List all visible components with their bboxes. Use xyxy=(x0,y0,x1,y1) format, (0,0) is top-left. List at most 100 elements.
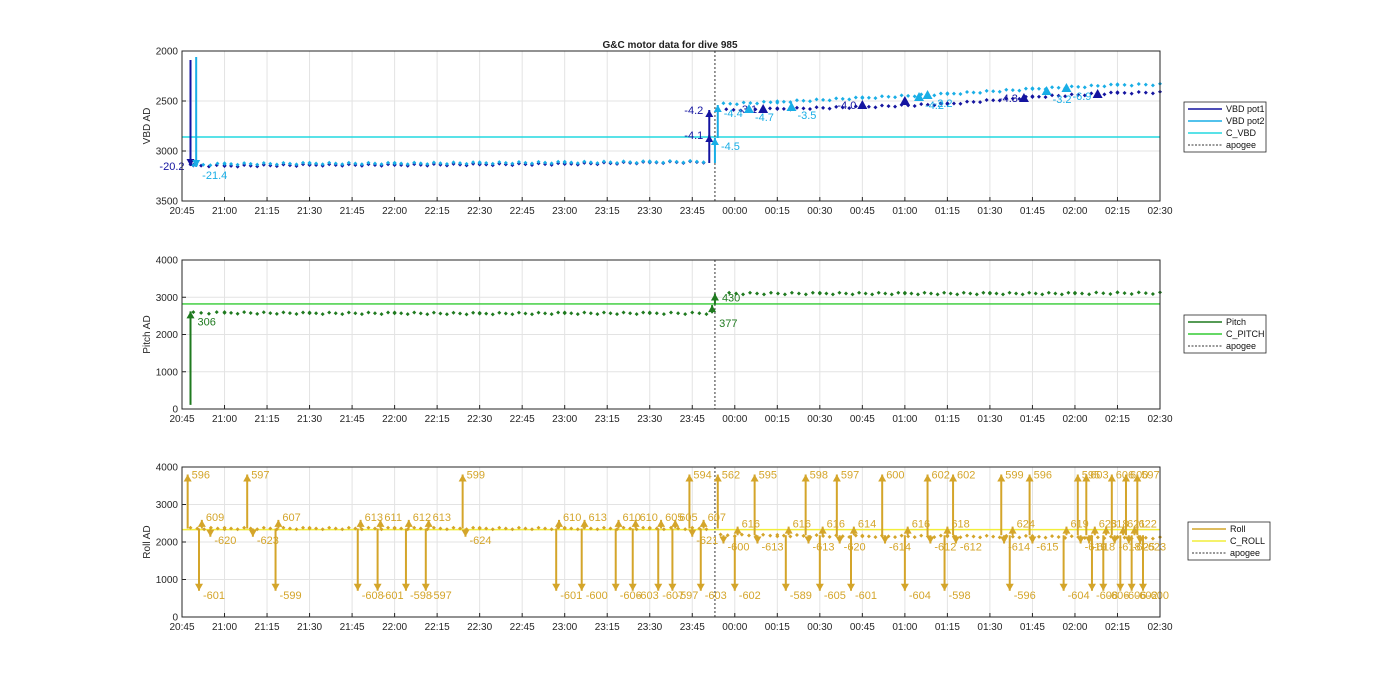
data-point xyxy=(471,310,476,315)
roll-arrow-head xyxy=(195,583,204,591)
x-tick-label: 22:00 xyxy=(382,414,407,425)
data-point xyxy=(683,527,688,532)
data-point xyxy=(821,97,826,102)
data-point xyxy=(327,525,332,530)
data-point xyxy=(1030,94,1035,99)
data-point xyxy=(863,291,868,296)
data-point xyxy=(379,312,384,317)
data-point xyxy=(340,312,345,317)
data-point xyxy=(621,310,626,315)
x-tick-label: 20:45 xyxy=(169,622,194,633)
data-point xyxy=(634,160,639,165)
data-point xyxy=(523,526,528,531)
data-point xyxy=(830,292,835,297)
x-tick-label: 02:15 xyxy=(1105,414,1130,425)
data-point xyxy=(287,526,292,531)
data-point xyxy=(242,161,247,166)
data-point xyxy=(444,161,449,166)
roll-arrow-head xyxy=(356,519,365,527)
data-point xyxy=(827,98,832,103)
triangle-marker xyxy=(1061,83,1072,92)
data-point xyxy=(595,161,600,166)
data-point xyxy=(556,159,561,164)
data-point xyxy=(458,526,463,531)
roll-arrow-head xyxy=(804,536,813,544)
data-point xyxy=(683,312,688,317)
roll-label: 599 xyxy=(467,470,485,482)
x-tick-label: 00:45 xyxy=(850,414,875,425)
data-point xyxy=(1046,290,1051,295)
roll-arrow-head xyxy=(668,583,677,591)
triangle-marker xyxy=(1041,86,1052,95)
data-point xyxy=(340,162,345,167)
data-point xyxy=(893,95,898,100)
roll-label: -623 xyxy=(257,535,279,547)
legend-entry: apogee xyxy=(1230,548,1260,558)
roll-label: -606 xyxy=(1107,590,1129,602)
data-point xyxy=(997,98,1002,103)
data-point xyxy=(615,312,620,317)
roll-label: 624 xyxy=(1017,519,1035,531)
data-point xyxy=(1143,291,1148,296)
x-tick-label: 01:00 xyxy=(892,414,917,425)
data-point xyxy=(503,311,508,316)
data-point xyxy=(843,291,848,296)
data-point xyxy=(886,104,891,109)
data-point xyxy=(503,526,508,531)
roll-arrow-head xyxy=(376,519,385,527)
data-point xyxy=(294,162,299,167)
x-tick-label: 21:00 xyxy=(212,414,237,425)
x-tick-label: 22:15 xyxy=(425,622,450,633)
data-point xyxy=(817,290,822,295)
data-point xyxy=(215,161,220,166)
data-point xyxy=(945,91,950,96)
data-point xyxy=(392,525,397,530)
data-point xyxy=(775,106,780,111)
data-point xyxy=(932,103,937,108)
data-point xyxy=(997,535,1002,540)
arrow-head xyxy=(705,110,714,117)
data-point xyxy=(261,160,266,165)
x-tick-label: 01:45 xyxy=(1020,414,1045,425)
data-point xyxy=(477,310,482,315)
roll-label: 610 xyxy=(623,512,641,524)
data-point xyxy=(932,93,937,98)
data-point xyxy=(621,159,626,164)
data-point xyxy=(768,290,773,295)
data-point xyxy=(431,160,436,165)
roll-arrow-head xyxy=(1025,474,1034,482)
data-point xyxy=(840,96,845,101)
roll-label: 605 xyxy=(665,512,683,524)
data-point xyxy=(438,526,443,531)
data-point xyxy=(938,101,943,106)
data-label: -2.2 xyxy=(934,98,953,110)
x-tick-label: 01:30 xyxy=(977,206,1002,217)
roll-label: 602 xyxy=(957,470,975,482)
data-point xyxy=(1108,82,1113,87)
data-point xyxy=(827,106,832,111)
data-point xyxy=(788,534,793,539)
roll-arrow-head xyxy=(1073,474,1082,482)
roll-arrow-head xyxy=(421,583,430,591)
data-point xyxy=(333,161,338,166)
data-point xyxy=(704,312,709,317)
data-point xyxy=(222,525,227,530)
roll-label: -607 xyxy=(662,590,684,602)
roll-label: -596 xyxy=(1014,590,1036,602)
data-point xyxy=(340,527,345,532)
y-tick-label: 1000 xyxy=(156,575,179,586)
roll-arrow-head xyxy=(461,529,470,537)
data-point xyxy=(327,160,332,165)
data-point xyxy=(412,525,417,530)
data-point xyxy=(929,291,934,296)
triangle-marker xyxy=(914,92,925,101)
data-point xyxy=(333,311,338,316)
data-point xyxy=(1056,534,1061,539)
plot-area xyxy=(182,51,1160,201)
roll-arrow-head xyxy=(753,536,762,544)
data-point xyxy=(248,161,253,166)
data-point xyxy=(1069,92,1074,97)
x-tick-label: 23:15 xyxy=(595,414,620,425)
roll-label: -600 xyxy=(727,542,749,554)
data-point xyxy=(827,534,832,539)
